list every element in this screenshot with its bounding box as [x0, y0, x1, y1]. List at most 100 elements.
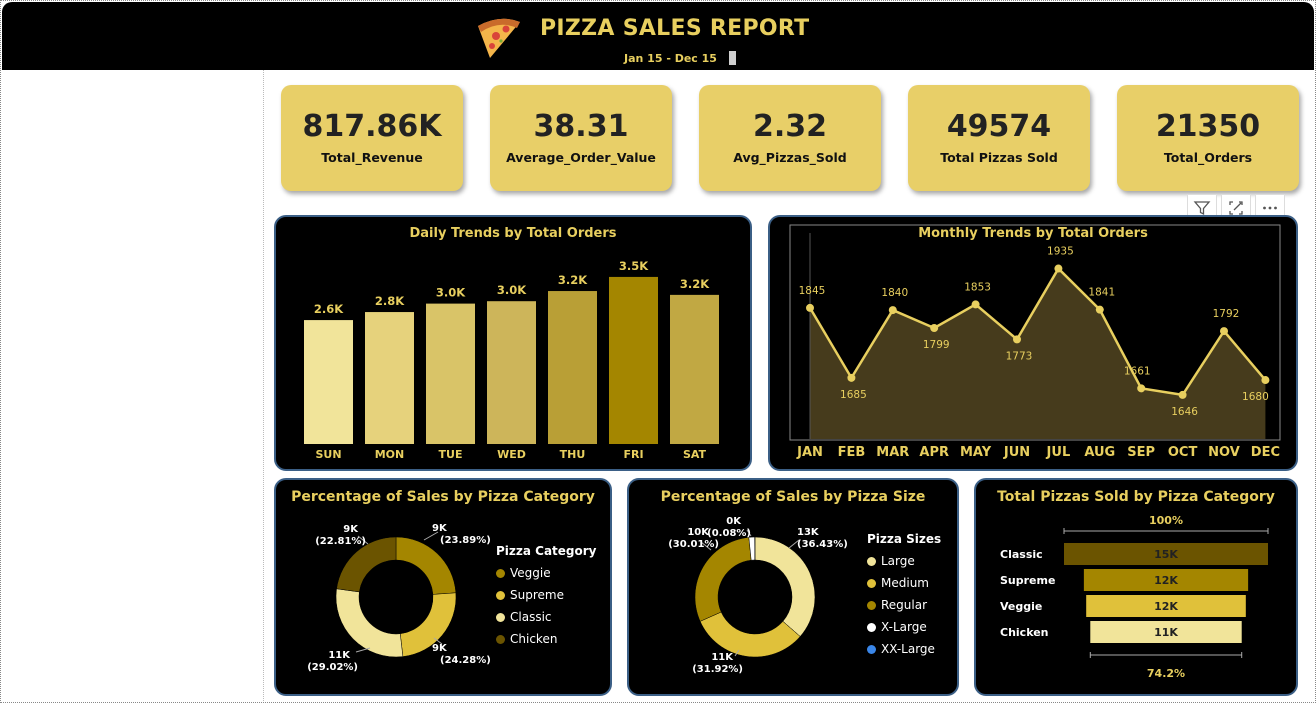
legend-item[interactable]: Chicken	[496, 632, 597, 646]
more-options-icon	[1263, 206, 1277, 210]
category-label: Classic	[1000, 548, 1043, 561]
kpi-value: 49574	[946, 109, 1052, 144]
data-point	[1178, 390, 1187, 399]
sales-by-category-panel[interactable]: Percentage of Sales by Pizza Category 9K…	[274, 478, 612, 696]
slice-value-label: 10K	[687, 527, 710, 538]
slice-value-label: 13K	[797, 527, 820, 538]
kpi-value: 21350	[1155, 109, 1261, 144]
funnel-bar-veggie	[1086, 595, 1246, 617]
slice-value-label: 9K	[432, 523, 448, 534]
legend-item[interactable]: Large	[867, 554, 941, 568]
legend-item[interactable]: Supreme	[496, 588, 597, 602]
report-title: PIZZA SALES REPORT	[540, 16, 810, 41]
kpi-label: Total Pizzas Sold	[940, 150, 1058, 165]
funnel-bar-chicken	[1090, 621, 1242, 643]
funnel-bottom-label: 74.2%	[1147, 667, 1185, 680]
kpi-card-total-revenue[interactable]: 817.86K Total_Revenue	[281, 85, 463, 191]
data-label: 1853	[964, 281, 991, 293]
left-blank-area	[2, 70, 264, 701]
data-point	[1095, 305, 1104, 314]
leader-line	[433, 637, 443, 645]
data-point	[1013, 335, 1021, 344]
legend-item[interactable]: XX-Large	[867, 642, 941, 656]
kpi-label: Average_Order_Value	[506, 150, 656, 165]
legend-item[interactable]: Medium	[867, 576, 941, 590]
x-tick-label: FEB	[838, 445, 866, 460]
legend-item[interactable]: Veggie	[496, 566, 597, 580]
kpi-value: 2.32	[752, 109, 828, 144]
leader-line	[788, 539, 800, 549]
slice-classic	[335, 588, 404, 658]
data-point	[888, 306, 897, 315]
pizza-slice-icon	[478, 18, 520, 58]
legend-label: X-Large	[881, 620, 927, 634]
bar-tue	[426, 303, 475, 444]
data-point	[847, 373, 856, 382]
sales-by-size-panel[interactable]: Percentage of Sales by Pizza Size 13K (36…	[627, 478, 959, 696]
slicer-handle[interactable]	[729, 51, 736, 65]
legend-dot	[496, 590, 505, 600]
leader-line	[355, 647, 371, 653]
legend-label: Medium	[881, 576, 929, 590]
leader-line	[357, 535, 369, 545]
pizzas-by-category-panel[interactable]: Total Pizzas Sold by Pizza Category 100%…	[974, 478, 1298, 696]
data-label: 3.2K	[680, 277, 710, 291]
data-label: 2.6K	[314, 302, 344, 316]
x-tick-label: MAY	[960, 445, 992, 460]
date-range-slicer[interactable]: Jan 15 - Dec 15	[624, 52, 717, 65]
monthly-trends-panel[interactable]: 1845 JAN 1685 FEB 1840 MAR 1799 APR 1853 MAY 1773 J…	[768, 215, 1298, 471]
legend-dot	[867, 578, 876, 588]
kpi-value: 817.86K	[302, 109, 442, 144]
legend-label: Regular	[881, 598, 928, 612]
data-label: 3.2K	[558, 273, 588, 287]
data-label: 3.0K	[497, 283, 527, 297]
bar-wed	[487, 301, 536, 444]
kpi-card-avg-pizzas-sold[interactable]: 2.32 Avg_Pizzas_Sold	[699, 85, 881, 191]
legend-item[interactable]: Regular	[867, 598, 941, 612]
bar-sat	[670, 294, 719, 444]
kpi-label: Total_Orders	[1163, 150, 1253, 165]
legend-item[interactable]: X-Large	[867, 620, 941, 634]
data-point	[971, 300, 980, 309]
legend-dot	[867, 622, 876, 632]
leader-line	[734, 649, 740, 657]
slice-chicken	[336, 536, 397, 593]
data-label: 1773	[1006, 350, 1033, 362]
data-point	[806, 303, 814, 312]
data-point	[930, 324, 939, 333]
category-funnel-chart: 100% 15K Classic 12K Supreme 12K Veggie 11K Chic…	[1000, 514, 1269, 680]
funnel-bottom-bracket	[1089, 652, 1243, 658]
legend-dot	[496, 612, 505, 622]
legend-dot	[867, 600, 876, 610]
x-tick-label: WED	[497, 448, 526, 461]
series-line	[808, 266, 1267, 397]
legend-label: Veggie	[510, 566, 551, 580]
data-label: 11K	[1154, 626, 1178, 639]
kpi-card-total-orders[interactable]: 21350 Total_Orders	[1117, 85, 1299, 191]
x-tick-label: FRI	[623, 448, 643, 461]
data-point	[1261, 376, 1270, 385]
legend-title: Pizza Sizes	[867, 532, 942, 546]
slice-large	[754, 536, 816, 637]
leader-line	[746, 529, 752, 537]
data-label: 12K	[1154, 600, 1178, 613]
size-donut-chart: 13K(36.43%) 11K(31.92%) 10K(30.01%) 0K(0.08…	[668, 516, 848, 675]
daily-trends-panel[interactable]: Daily Trends by Total Orders 2.6K SUN 2.8K…	[274, 215, 752, 471]
legend-dot	[496, 634, 505, 644]
x-tick-label: MAR	[876, 445, 909, 460]
kpi-value: 38.31	[533, 109, 629, 144]
legend-label: Large	[881, 554, 915, 568]
data-point	[1220, 327, 1228, 336]
funnel-bar-supreme	[1083, 569, 1249, 591]
data-label: 12K	[1154, 574, 1178, 587]
category-label: Supreme	[1000, 574, 1055, 587]
data-label: 1845	[799, 285, 826, 297]
legend-dot	[496, 568, 505, 578]
legend-label: Classic	[510, 610, 552, 624]
legend-item[interactable]: Classic	[496, 610, 597, 624]
kpi-card-total-pizzas-sold[interactable]: 49574 Total Pizzas Sold	[908, 85, 1090, 191]
kpi-card-average-order-value[interactable]: 38.31 Average_Order_Value	[490, 85, 672, 191]
slice-percent-label: (24.28%)	[440, 655, 491, 666]
kpi-label: Total_Revenue	[321, 150, 423, 165]
slice-percent-label: (0.08%)	[707, 528, 751, 539]
